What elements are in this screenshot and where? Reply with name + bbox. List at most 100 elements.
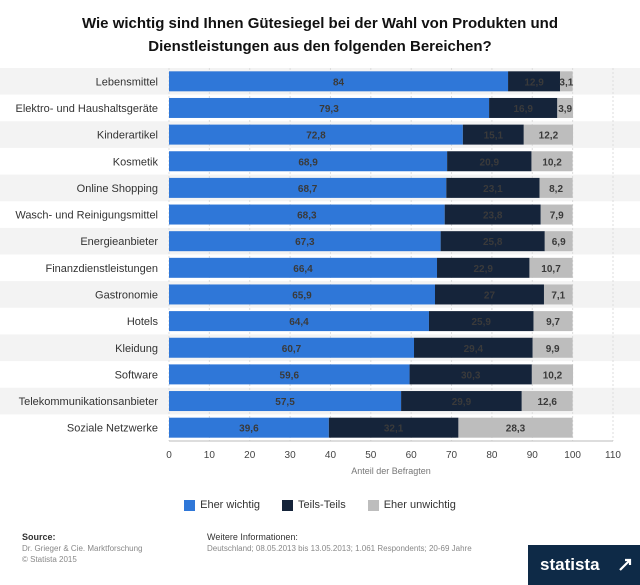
category-label-elektro-und-haushaltsger-te: Elektro- und Haushaltsgeräte	[16, 103, 158, 115]
bar-eher-wichtig-wasch-und-reinigungsmittel[interactable]	[169, 204, 445, 225]
value-label-teils-teils-finanzdienstleistungen: 22,9	[473, 264, 493, 275]
bar-eher-wichtig-kinderartikel[interactable]	[169, 124, 463, 145]
value-label-eher-wichtig-soziale-netzwerke: 39,6	[239, 424, 259, 435]
bar-teils-teils-software[interactable]	[409, 364, 532, 385]
bar-eher-unwichtig-hotels[interactable]	[533, 311, 573, 332]
bar-teils-teils-telekommunikationsanbieter[interactable]	[401, 391, 522, 412]
value-label-eher-unwichtig-energieanbieter: 6,9	[552, 237, 566, 248]
x-tick-label: 90	[527, 450, 539, 461]
value-label-teils-teils-gastronomie: 27	[484, 290, 496, 301]
bar-eher-unwichtig-elektro-und-haushaltsger-te[interactable]	[557, 97, 574, 118]
value-label-eher-unwichtig-wasch-und-reinigungsmittel: 7,9	[550, 211, 564, 222]
bar-teils-teils-kosmetik[interactable]	[447, 151, 532, 172]
bar-eher-unwichtig-finanzdienstleistungen[interactable]	[529, 257, 573, 278]
bar-eher-unwichtig-software[interactable]	[531, 364, 574, 385]
bar-eher-wichtig-elektro-und-haushaltsger-te[interactable]	[169, 97, 490, 118]
value-label-teils-teils-kinderartikel: 15,1	[484, 131, 504, 142]
value-label-eher-unwichtig-software: 10,2	[543, 370, 563, 381]
value-label-eher-unwichtig-kosmetik: 10,2	[542, 157, 562, 168]
legend-item-teils-teils[interactable]: Teils-Teils	[282, 499, 346, 511]
bar-teils-teils-finanzdienstleistungen[interactable]	[437, 257, 530, 278]
value-label-eher-unwichtig-kinderartikel: 12,2	[539, 131, 559, 142]
bar-teils-teils-soziale-netzwerke[interactable]	[328, 417, 459, 438]
bar-teils-teils-energieanbieter[interactable]	[440, 231, 545, 252]
bar-eher-wichtig-software[interactable]	[169, 364, 410, 385]
category-label-software: Software	[115, 369, 158, 381]
x-tick-label: 50	[365, 450, 377, 461]
bar-eher-unwichtig-kleidung[interactable]	[532, 337, 573, 358]
info-label: Weitere Informationen:	[207, 532, 298, 542]
bar-eher-wichtig-kleidung[interactable]	[169, 337, 415, 358]
x-tick-label: 80	[486, 450, 498, 461]
value-label-eher-wichtig-telekommunikationsanbieter: 57,5	[275, 397, 295, 408]
category-label-kosmetik: Kosmetik	[113, 156, 159, 168]
category-label-finanzdienstleistungen: Finanzdienstleistungen	[45, 263, 158, 275]
value-label-eher-wichtig-gastronomie: 65,9	[292, 290, 312, 301]
bar-eher-unwichtig-lebensmittel[interactable]	[560, 71, 573, 92]
bar-teils-teils-lebensmittel[interactable]	[508, 71, 561, 92]
x-axis-title: Anteil der Befragten	[351, 466, 431, 476]
source-block: Source: Dr. Grieger & Cie. Marktforschun…	[22, 532, 142, 565]
bar-teils-teils-kinderartikel[interactable]	[462, 124, 524, 145]
bar-eher-unwichtig-kosmetik[interactable]	[531, 151, 573, 172]
x-tick-label: 60	[406, 450, 418, 461]
value-label-teils-teils-telekommunikationsanbieter: 29,9	[452, 397, 472, 408]
value-label-eher-unwichtig-online-shopping: 8,2	[549, 184, 563, 195]
value-label-eher-unwichtig-kleidung: 9,9	[546, 344, 560, 355]
bar-teils-teils-online-shopping[interactable]	[446, 177, 540, 198]
bar-eher-wichtig-soziale-netzwerke[interactable]	[169, 417, 329, 438]
bar-teils-teils-hotels[interactable]	[428, 311, 534, 332]
bar-eher-wichtig-lebensmittel[interactable]	[169, 71, 509, 92]
value-label-teils-teils-lebensmittel: 12,9	[524, 77, 544, 88]
chart-title: Wie wichtig sind Ihnen Gütesiegel bei de…	[81, 15, 558, 55]
category-label-energieanbieter: Energieanbieter	[80, 236, 158, 248]
value-label-eher-wichtig-online-shopping: 68,7	[298, 184, 318, 195]
value-label-teils-teils-kleidung: 29,4	[464, 344, 484, 355]
info-block: Weitere Informationen: Deutschland; 08.0…	[207, 532, 472, 554]
bar-teils-teils-wasch-und-reinigungsmittel[interactable]	[444, 204, 541, 225]
x-tick-label: 30	[285, 450, 297, 461]
legend-label-eher-unwichtig: Eher unwichtig	[383, 499, 456, 511]
value-label-eher-wichtig-energieanbieter: 67,3	[295, 237, 315, 248]
statista-logo[interactable]: statista	[528, 545, 640, 585]
bar-eher-unwichtig-telekommunikationsanbieter[interactable]	[521, 391, 573, 412]
bar-eher-wichtig-hotels[interactable]	[169, 311, 429, 332]
category-label-wasch-und-reinigungsmittel: Wasch- und Reinigungsmittel	[15, 210, 158, 222]
legend-item-eher-unwichtig[interactable]: Eher unwichtig	[367, 499, 456, 511]
value-label-eher-wichtig-elektro-und-haushaltsger-te: 79,3	[319, 104, 339, 115]
value-label-eher-wichtig-kleidung: 60,7	[282, 344, 302, 355]
legend-item-eher-wichtig[interactable]: Eher wichtig	[184, 499, 260, 511]
value-label-eher-unwichtig-hotels: 9,7	[546, 317, 560, 328]
value-label-eher-wichtig-finanzdienstleistungen: 66,4	[293, 264, 313, 275]
legend-swatch-teils-teils	[282, 499, 294, 511]
legend-label-eher-wichtig: Eher wichtig	[200, 499, 261, 511]
value-label-eher-unwichtig-telekommunikationsanbieter: 12,6	[537, 397, 557, 408]
value-label-teils-teils-software: 30,3	[461, 370, 481, 381]
value-label-eher-unwichtig-lebensmittel: 3,1	[559, 77, 573, 88]
value-label-eher-unwichtig-gastronomie: 7,1	[551, 290, 565, 301]
value-label-eher-wichtig-software: 59,6	[280, 370, 300, 381]
bar-teils-teils-elektro-und-haushaltsger-te[interactable]	[489, 97, 558, 118]
bar-eher-wichtig-gastronomie[interactable]	[169, 284, 435, 305]
bar-eher-unwichtig-gastronomie[interactable]	[543, 284, 573, 305]
source-label: Source:	[22, 532, 56, 542]
logo-text: statista	[540, 555, 600, 574]
bar-eher-wichtig-finanzdienstleistungen[interactable]	[169, 257, 438, 278]
bar-teils-teils-gastronomie[interactable]	[434, 284, 544, 305]
bar-eher-unwichtig-soziale-netzwerke[interactable]	[458, 417, 573, 438]
bar-eher-unwichtig-kinderartikel[interactable]	[523, 124, 574, 145]
bar-eher-wichtig-online-shopping[interactable]	[169, 177, 447, 198]
bar-eher-wichtig-energieanbieter[interactable]	[169, 231, 441, 252]
value-label-teils-teils-kosmetik: 20,9	[480, 157, 500, 168]
bar-teils-teils-kleidung[interactable]	[414, 337, 533, 358]
bar-eher-wichtig-telekommunikationsanbieter[interactable]	[169, 391, 402, 412]
category-label-kinderartikel: Kinderartikel	[97, 130, 158, 142]
category-label-telekommunikationsanbieter: Telekommunikationsanbieter	[19, 396, 159, 408]
bar-eher-wichtig-kosmetik[interactable]	[169, 151, 448, 172]
bar-eher-unwichtig-energieanbieter[interactable]	[544, 231, 573, 252]
value-label-teils-teils-wasch-und-reinigungsmittel: 23,8	[483, 211, 503, 222]
stacked-bar-chart: 84 12,9 3,1 Lebensmittel 79,3 16,9 3,9 Elektro-…	[0, 68, 640, 476]
value-label-eher-wichtig-kosmetik: 68,9	[298, 157, 318, 168]
bar-eher-unwichtig-online-shopping[interactable]	[539, 177, 573, 198]
bar-eher-unwichtig-wasch-und-reinigungsmittel[interactable]	[540, 204, 573, 225]
